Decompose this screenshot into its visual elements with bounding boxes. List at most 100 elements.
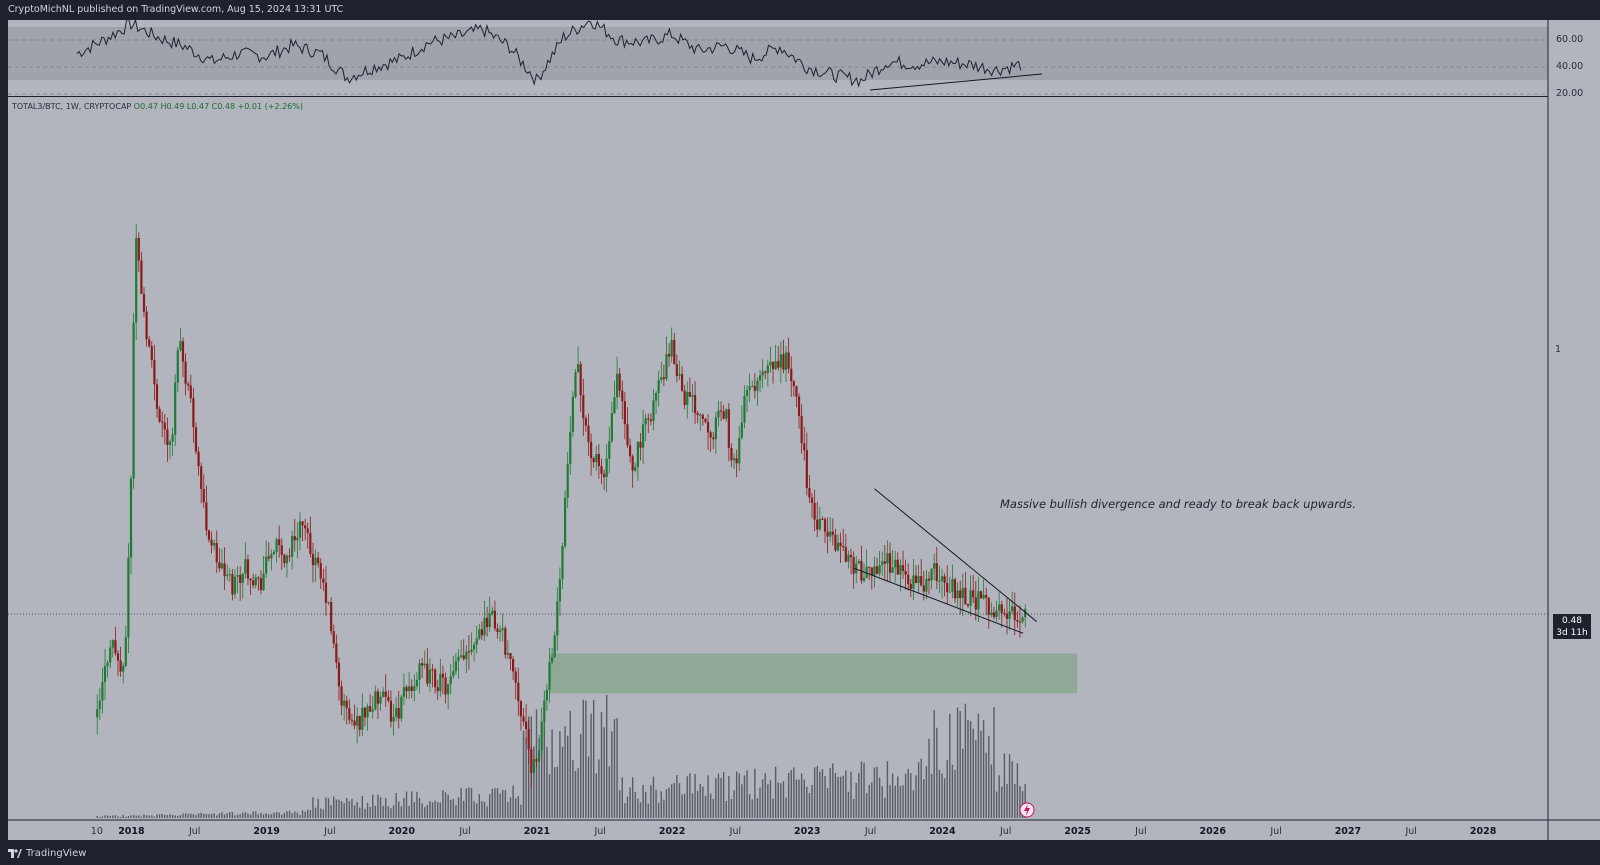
candle-body xyxy=(421,663,424,666)
candle-body xyxy=(148,339,151,347)
candle-body xyxy=(400,696,403,719)
volume-bar xyxy=(1001,786,1003,818)
volume-bar xyxy=(949,713,951,818)
candle-body xyxy=(660,377,663,380)
candle-body xyxy=(415,679,419,687)
candle-body xyxy=(293,536,296,541)
volume-bar xyxy=(829,768,831,818)
candle-body xyxy=(987,597,990,615)
volume-bar xyxy=(702,786,704,818)
candle-body xyxy=(447,683,450,695)
volume-bar xyxy=(405,791,408,818)
candle-body xyxy=(545,689,548,701)
time-tick-label: Jul xyxy=(729,826,742,837)
candle-body xyxy=(335,643,338,663)
candle-body xyxy=(337,662,341,687)
candle-body xyxy=(189,385,192,399)
candle-body xyxy=(875,566,879,574)
tradingview-logo-icon[interactable] xyxy=(8,849,22,858)
candle-body xyxy=(96,709,99,718)
volume-bar xyxy=(618,790,621,818)
volume-bar xyxy=(954,769,956,818)
volume-bar xyxy=(548,774,551,818)
volume-bar xyxy=(450,799,452,818)
candle-body xyxy=(262,573,265,590)
volume-bar xyxy=(335,799,338,818)
candle-body xyxy=(509,652,512,659)
volume-bar xyxy=(140,816,143,818)
volume-bar xyxy=(260,812,262,818)
volume-bar xyxy=(553,767,556,818)
candle-body xyxy=(166,429,169,446)
candle-body xyxy=(324,582,328,603)
candle-body xyxy=(1016,620,1019,622)
volume-bar xyxy=(101,816,104,818)
candle-body xyxy=(849,554,853,558)
candle-body xyxy=(382,691,385,697)
volume-bar xyxy=(221,812,223,818)
candle-body xyxy=(473,644,476,650)
candle-body xyxy=(1000,604,1003,614)
volume-bar xyxy=(138,815,140,818)
candle-body xyxy=(732,458,736,461)
candle-body xyxy=(405,686,408,692)
volume-bar xyxy=(600,712,603,818)
volume-bar xyxy=(117,816,119,818)
candle-body xyxy=(998,604,1001,611)
volume-bar xyxy=(481,801,483,818)
candle-body xyxy=(748,386,751,391)
candle-body xyxy=(171,434,174,442)
candle-body xyxy=(202,488,205,503)
candle-body xyxy=(844,547,847,562)
volume-bar xyxy=(603,727,605,818)
candle-body xyxy=(831,531,834,535)
candle-body xyxy=(839,542,842,547)
candle-body xyxy=(239,574,242,583)
symbol-legend[interactable]: TOTAL3/BTC, 1W, CRYPTOCAP O0.47 H0.49 L0… xyxy=(12,102,303,111)
candle-body xyxy=(745,390,749,396)
volume-bar xyxy=(657,802,660,818)
volume-bar xyxy=(244,812,247,818)
volume-bar xyxy=(468,787,470,818)
volume-bar xyxy=(795,779,798,818)
symbol-label[interactable]: TOTAL3/BTC, 1W, CRYPTOCAP xyxy=(12,102,132,111)
volume-bar xyxy=(455,805,457,818)
volume-bar xyxy=(650,785,652,818)
volume-bar xyxy=(564,726,566,818)
candle-body xyxy=(574,372,577,397)
candle-body xyxy=(376,691,380,704)
volume-bar xyxy=(356,801,358,818)
candle-body xyxy=(823,519,827,532)
candle-body xyxy=(543,700,546,722)
candle-body xyxy=(267,556,270,559)
volume-bar xyxy=(912,790,915,818)
candle-body xyxy=(792,381,795,386)
volume-bar xyxy=(941,773,943,818)
candle-body xyxy=(654,393,658,401)
volume-bar xyxy=(925,766,928,818)
volume-bar xyxy=(104,815,106,818)
annotation-text[interactable]: Massive bullish divergence and ready to … xyxy=(1000,497,1356,511)
volume-bar xyxy=(364,808,366,818)
volume-bar xyxy=(634,791,636,818)
footer-brand[interactable]: TradingView xyxy=(26,848,87,859)
volume-bar xyxy=(704,795,707,818)
volume-bar xyxy=(294,811,296,818)
volume-bar xyxy=(990,764,993,818)
volume-bar xyxy=(787,773,790,818)
volume-bar xyxy=(806,786,808,818)
volume-bar xyxy=(540,724,543,818)
candle-body xyxy=(569,431,572,464)
candle-body xyxy=(220,563,224,569)
candle-body xyxy=(699,414,702,416)
volume-bar xyxy=(151,815,153,818)
candle-body xyxy=(231,574,234,595)
flash-icon[interactable] xyxy=(1019,802,1035,818)
candle-body xyxy=(343,700,346,706)
volume-bar xyxy=(566,735,569,818)
volume-bar xyxy=(143,814,145,818)
volume-bar xyxy=(184,813,187,818)
candle-body xyxy=(899,565,902,575)
candle-body xyxy=(283,554,286,564)
wedge-lower-trendline xyxy=(853,567,1024,634)
